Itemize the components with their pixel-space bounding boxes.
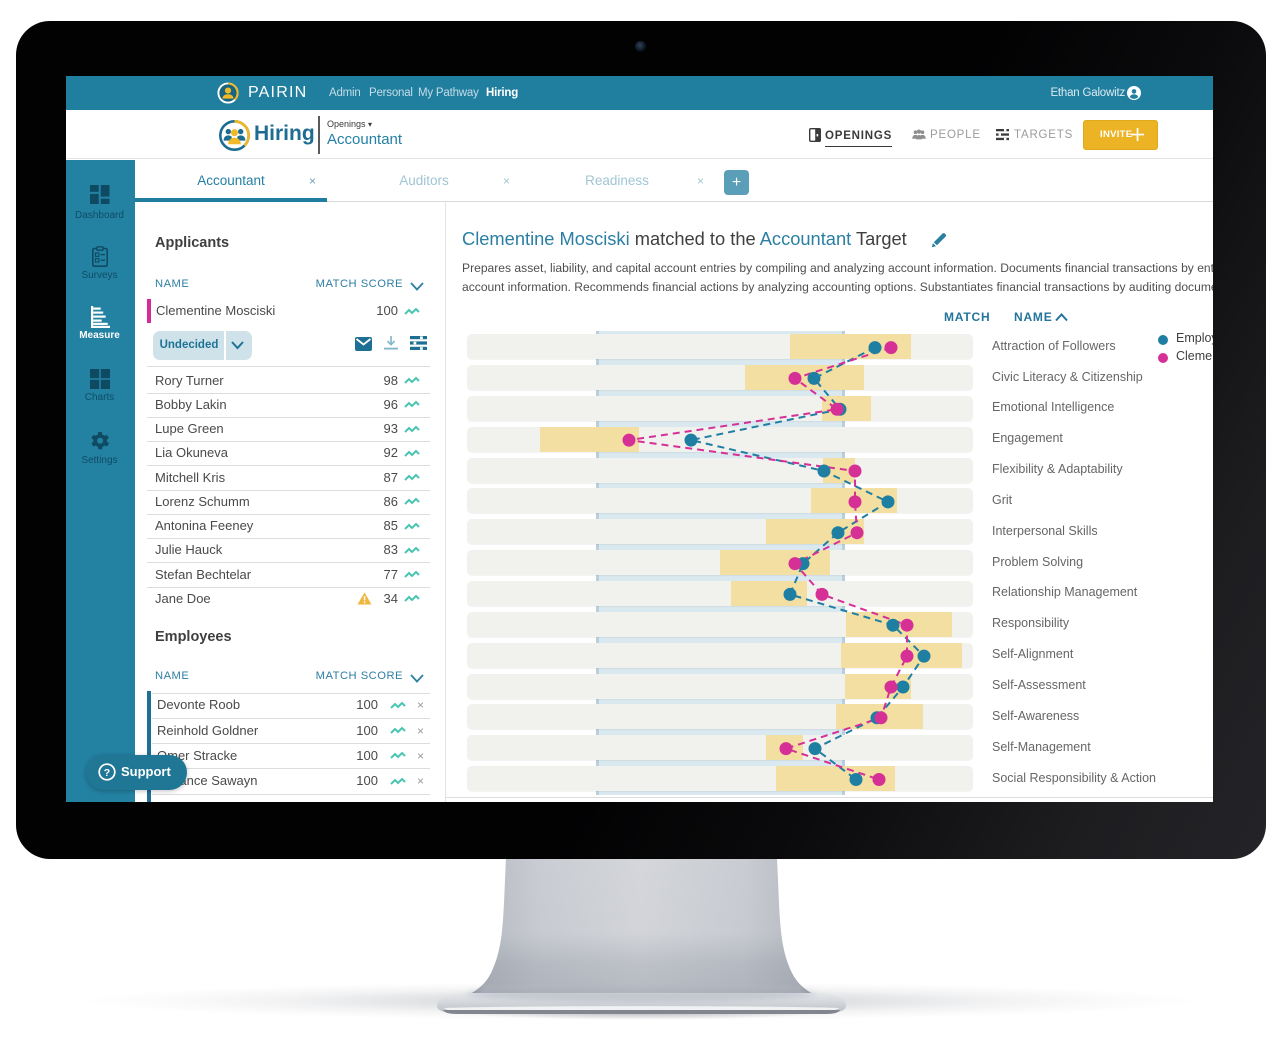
- svg-text:?: ?: [104, 767, 110, 779]
